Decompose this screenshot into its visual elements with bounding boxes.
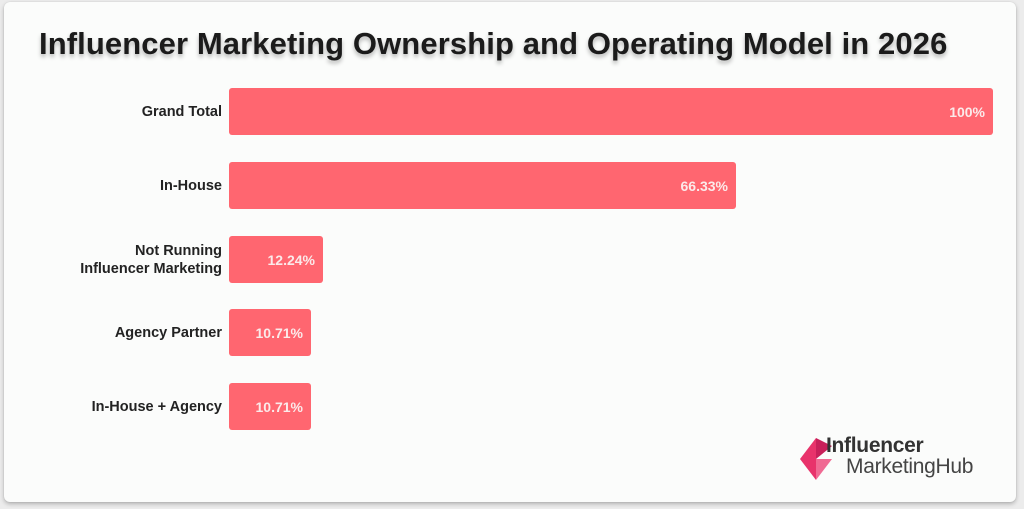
category-label: In-House + Agency xyxy=(91,398,222,415)
bar-row: Grand Total 100% xyxy=(4,88,1016,135)
chart-card: Influencer Marketing Ownership and Opera… xyxy=(4,2,1016,502)
bar-row: Not Running Influencer Marketing 12.24% xyxy=(4,236,1016,283)
value-label: 66.33% xyxy=(680,177,728,194)
logo-text-marketinghub: MarketingHub xyxy=(846,455,974,478)
bar-row: Agency Partner 10.71% xyxy=(4,309,1016,356)
bar: 66.33% xyxy=(229,162,736,209)
category-label: Not Running Influencer Marketing xyxy=(80,242,222,277)
logo-diamond-icon xyxy=(800,438,832,480)
category-label: Grand Total xyxy=(141,103,222,120)
bar-row: In-House + Agency 10.71% xyxy=(4,383,1016,430)
chart-title: Influencer Marketing Ownership and Opera… xyxy=(39,26,948,61)
bar: 10.71% xyxy=(229,309,311,356)
value-label: 100% xyxy=(949,103,985,120)
bar-row: In-House 66.33% xyxy=(4,162,1016,209)
bar: 100% xyxy=(229,88,993,135)
bar: 10.71% xyxy=(229,383,311,430)
category-label: In-House xyxy=(159,177,222,194)
logo-text-influencer: Influencer xyxy=(826,434,924,457)
bar: 12.24% xyxy=(229,236,323,283)
category-label: Agency Partner xyxy=(114,324,222,341)
influencer-marketing-hub-logo: Influencer MarketingHub xyxy=(800,434,1000,482)
value-label: 10.71% xyxy=(255,324,303,341)
value-label: 10.71% xyxy=(255,398,303,415)
value-label: 12.24% xyxy=(267,251,315,268)
